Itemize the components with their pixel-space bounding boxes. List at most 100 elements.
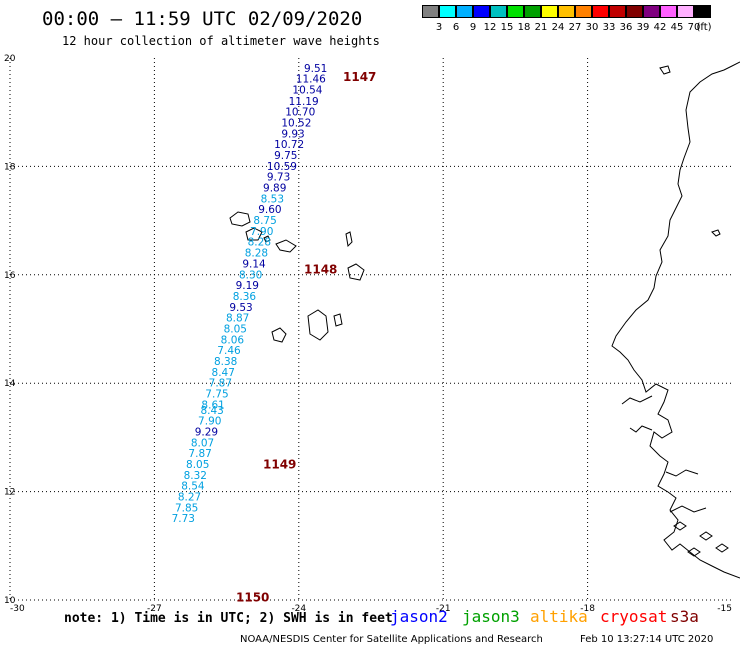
wave-height-value: 8.28: [245, 248, 268, 260]
color-swatch: [558, 5, 575, 18]
wave-height-value: 8.36: [233, 291, 257, 303]
inlet-line-3: [665, 469, 699, 477]
island-santa-luzia: [263, 235, 271, 243]
color-scale-label: 70: [687, 22, 701, 33]
wave-height-value: 8.28: [248, 237, 271, 249]
color-scale-label: 33: [602, 22, 616, 33]
africa-coastline: [611, 61, 740, 579]
orbit-number-label: 1150: [236, 590, 269, 604]
y-tick-label: 14: [4, 379, 16, 389]
lat-lon-grid: [10, 58, 732, 600]
credit-text: NOAA/NESDIS Center for Satellite Applica…: [240, 634, 543, 645]
color-swatch: [422, 5, 439, 18]
wave-height-value: 8.06: [221, 334, 245, 346]
orbit-labels: 1147 1148 1149 1150: [236, 70, 376, 604]
satellite-name: s3a: [670, 607, 699, 626]
wave-height-value: 8.87: [226, 313, 249, 325]
color-scale-label: 42: [653, 22, 667, 33]
wave-height-value: 7.75: [205, 388, 228, 400]
color-swatch: [592, 5, 609, 18]
map-frame: [9, 58, 732, 601]
wave-height-value: 8.30: [239, 269, 262, 281]
color-swatch: [694, 5, 711, 18]
island-coast-4: [699, 531, 713, 541]
cape-verde-islands: [229, 211, 365, 343]
x-tick-label: -21: [436, 604, 451, 614]
x-tick-label: -30: [10, 604, 25, 614]
island-maio: [333, 313, 343, 327]
satellite-name: altika: [530, 607, 588, 626]
wave-height-value: 9.93: [281, 128, 304, 140]
color-swatch: [575, 5, 592, 18]
wave-height-value: 8.05: [186, 459, 209, 471]
wave-height-value: 7.46: [217, 345, 241, 357]
wave-height-value: 9.60: [258, 204, 281, 216]
wave-height-value: 10.70: [285, 107, 315, 119]
island-coast-6: [715, 543, 729, 553]
observation-values: 9.5111.4610.5411.1910.7010.529.9310.729.…: [172, 63, 328, 525]
wave-height-value: 9.51: [304, 63, 327, 75]
color-scale-label: 45: [670, 22, 684, 33]
color-scale-label: 21: [534, 22, 548, 33]
color-swatch: [609, 5, 626, 18]
satellite-name: cryosat: [600, 607, 668, 626]
wave-height-value: 9.53: [229, 302, 252, 314]
wave-height-value: 10.54: [292, 84, 322, 96]
wave-height-value: 7.90: [198, 416, 221, 428]
island-coast-5: [687, 547, 701, 557]
color-swatch: [473, 5, 490, 18]
footer-note: note: 1) Time is in UTC; 2) SWH is in fe…: [64, 611, 393, 626]
africa-coast-line: [611, 61, 740, 579]
satellite-name: jason3: [462, 607, 520, 626]
island-sal: [345, 231, 353, 248]
wave-height-value: 11.19: [289, 96, 319, 108]
inlet-line-4: [669, 505, 707, 513]
color-swatch: [524, 5, 541, 18]
island-coast-3: [673, 521, 687, 531]
inlet-line-1: [621, 395, 653, 405]
island-coast-1: [659, 65, 671, 75]
island-sao-vicente: [245, 227, 263, 241]
x-tick-label: -24: [291, 604, 306, 614]
y-tick-label: 18: [4, 162, 16, 172]
wave-height-value: 8.43: [200, 405, 223, 417]
wave-height-value: 10.72: [274, 139, 304, 151]
island-boa-vista: [347, 263, 365, 281]
island-santo-antao: [229, 211, 251, 227]
color-swatch: [507, 5, 524, 18]
wave-height-value: 9.29: [195, 426, 218, 438]
wave-height-value: 8.75: [253, 215, 276, 227]
page-title: 00:00 – 11:59 UTC 02/09/2020: [42, 8, 363, 30]
wave-height-value: 8.54: [181, 481, 205, 493]
color-scale-label: 39: [636, 22, 650, 33]
color-scale-label: 30: [585, 22, 599, 33]
color-swatch: [626, 5, 643, 18]
wave-height-value: 10.52: [281, 117, 311, 129]
wave-height-value: 10.59: [267, 161, 297, 173]
color-swatch: [541, 5, 558, 18]
generated-timestamp: Feb 10 13:27:14 UTC 2020: [580, 634, 714, 645]
color-scale-label: 36: [619, 22, 633, 33]
color-scale-label: 27: [568, 22, 582, 33]
x-tick-label: -18: [580, 604, 595, 614]
island-sao-nicolau: [275, 239, 297, 253]
wave-height-value: 9.73: [267, 172, 290, 184]
inlet-line-2: [629, 425, 653, 433]
wave-height-value: 9.14: [242, 258, 266, 270]
color-scale-label: 9: [469, 22, 477, 33]
x-tick-label: -15: [717, 604, 732, 614]
color-scale-label: (ft): [696, 22, 712, 33]
wave-height-value: 7.90: [250, 226, 273, 238]
orbit-number-label: 1148: [304, 262, 337, 276]
orbit-number-label: 1147: [343, 70, 376, 84]
color-scale-label: 6: [452, 22, 460, 33]
y-tick-label: 10: [4, 596, 16, 606]
wave-height-value: 8.05: [224, 323, 247, 335]
orbit-number-label: 1149: [263, 458, 296, 472]
y-tick-label: 16: [4, 271, 16, 281]
color-swatch: [643, 5, 660, 18]
wave-height-value: 8.32: [184, 470, 207, 482]
color-swatch: [660, 5, 677, 18]
